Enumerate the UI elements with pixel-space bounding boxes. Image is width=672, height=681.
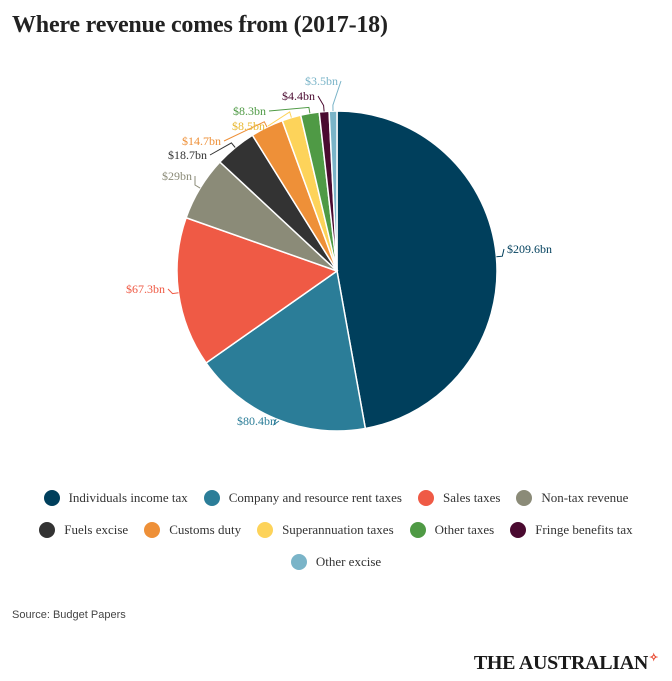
data-label: $3.5bn xyxy=(305,74,338,88)
legend-item[interactable]: Superannuation taxes xyxy=(257,522,394,538)
legend-item[interactable]: Individuals income tax xyxy=(43,490,188,506)
legend-item[interactable]: Sales taxes xyxy=(418,490,500,506)
pie-slice-individuals-income-tax[interactable] xyxy=(336,110,498,430)
legend-label: Company and resource rent taxes xyxy=(228,490,402,505)
leader-line xyxy=(317,95,325,112)
legend-swatch-icon xyxy=(144,522,161,538)
legend-label: Fringe benefits tax xyxy=(535,522,633,537)
legend-swatch-icon xyxy=(516,490,533,506)
leader-line xyxy=(272,418,280,426)
pie-slice-sales-taxes[interactable] xyxy=(176,216,339,364)
brand-mark-icon: ✧ xyxy=(649,652,658,664)
legend: Individuals income tax Company and resour… xyxy=(20,490,652,586)
legend-swatch-icon xyxy=(39,522,56,538)
legend-item[interactable]: Fringe benefits tax xyxy=(510,522,633,538)
legend-swatch-icon xyxy=(510,522,527,538)
legend-item[interactable]: Fuels excise xyxy=(39,522,128,538)
leader-line xyxy=(267,111,292,127)
legend-label: Sales taxes xyxy=(443,490,501,505)
source-note: Source: Budget Papers xyxy=(12,609,126,621)
legend-label: Superannuation taxes xyxy=(282,522,394,537)
leader-line xyxy=(167,288,179,295)
legend-label: Other taxes xyxy=(434,522,495,537)
data-label: $8.5bn xyxy=(232,119,265,133)
legend-item[interactable]: Other taxes xyxy=(409,522,495,538)
data-label: $8.3bn xyxy=(233,104,266,118)
legend-label: Fuels excise xyxy=(64,522,129,537)
leader-line xyxy=(194,176,201,189)
leader-line xyxy=(332,80,342,112)
data-label: $80.4bn xyxy=(237,414,276,428)
legend-swatch-icon xyxy=(257,522,274,538)
chart-title: Where revenue comes from (2017-18) xyxy=(12,12,388,38)
leader-line xyxy=(223,121,268,142)
data-label: $18.7bn xyxy=(168,148,207,162)
legend-swatch-icon xyxy=(203,490,220,506)
data-label: $14.7bn xyxy=(182,134,221,148)
pie-slice-other-excise[interactable] xyxy=(328,110,338,272)
leader-line xyxy=(496,248,505,258)
brand-name: THE AUSTRALIAN xyxy=(473,652,649,674)
leader-line xyxy=(209,142,236,156)
leader-line xyxy=(268,106,311,114)
legend-label: Non-tax revenue xyxy=(541,490,629,505)
legend-label: Customs duty xyxy=(169,522,242,537)
legend-label: Individuals income tax xyxy=(68,490,188,505)
legend-item[interactable]: Company and resource rent taxes xyxy=(203,490,402,506)
data-label: $209.6bn xyxy=(507,242,552,256)
legend-label: Other excise xyxy=(315,554,382,569)
legend-item[interactable]: Other excise xyxy=(290,554,382,570)
data-label: $29bn xyxy=(162,169,192,183)
legend-swatch-icon xyxy=(409,522,426,538)
legend-swatch-icon xyxy=(43,490,60,506)
legend-swatch-icon xyxy=(418,490,434,506)
legend-item[interactable]: Customs duty xyxy=(144,522,241,538)
legend-swatch-icon xyxy=(290,554,307,570)
data-label: $4.4bn xyxy=(282,89,315,103)
pie-slice-company-and-resource-rent-taxes[interactable] xyxy=(205,269,367,432)
data-label: $67.3bn xyxy=(126,282,165,296)
legend-item[interactable]: Non-tax revenue xyxy=(516,490,628,506)
pie-chart: $209.6bn $80.4bn $67.3bn $29bn $18.7bn$14.7b… xyxy=(126,74,552,432)
brand-logo[interactable]: THE AUSTRALIAN ✧ xyxy=(474,652,658,675)
